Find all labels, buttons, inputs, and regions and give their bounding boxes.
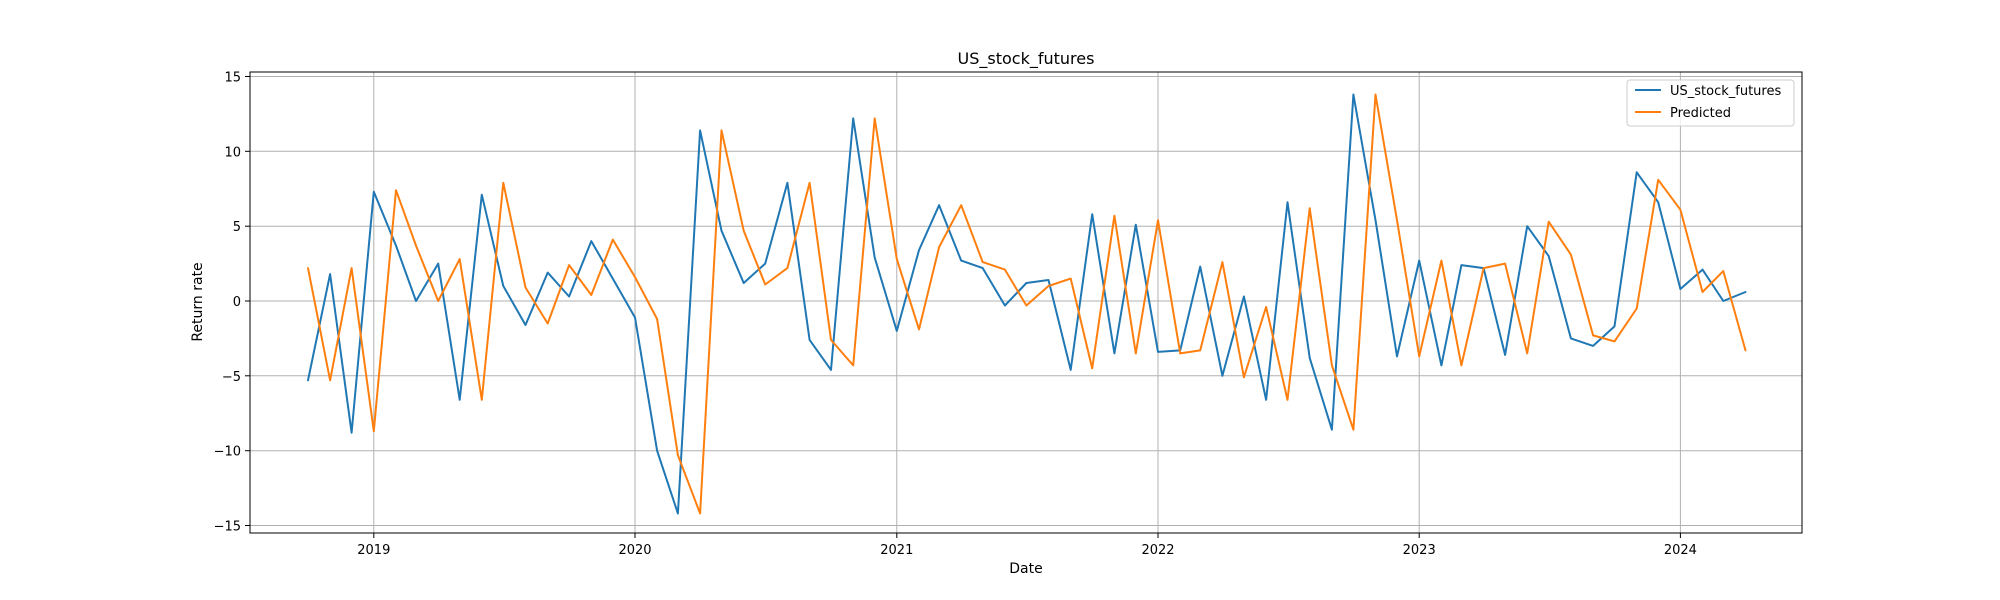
y-tick-label: −15 <box>214 520 241 535</box>
x-tick-label: 2019 <box>357 543 390 558</box>
series-lines <box>307 93 1747 515</box>
legend: US_stock_futures Predicted <box>1626 79 1795 127</box>
x-axis-title: Date <box>1009 561 1042 577</box>
y-tick-label: −10 <box>214 445 241 460</box>
y-tick-label: −5 <box>222 370 241 385</box>
series-line-0 <box>307 93 1747 515</box>
x-tick-label: 2023 <box>1403 543 1436 558</box>
x-tick-label: 2021 <box>880 543 913 558</box>
x-tick-label: 2020 <box>618 543 651 558</box>
legend-label-series-0: US_stock_futures <box>1670 84 1781 99</box>
x-tick-label: 2024 <box>1664 543 1697 558</box>
chart-title: US_stock_futures <box>958 49 1095 69</box>
legend-box <box>1626 79 1795 127</box>
plot-frame <box>249 71 1803 534</box>
y-tick-label: 15 <box>224 71 241 86</box>
axis-ticks: 2019 2020 2021 2022 2023 2024 −15 −10 −5 0 5 10 15 <box>214 71 1697 559</box>
y-tick-label: 5 <box>233 220 241 235</box>
y-axis-title: Return rate <box>190 262 206 341</box>
y-tick-label: 10 <box>224 145 241 160</box>
y-tick-label: 0 <box>233 295 241 310</box>
series-line-1 <box>307 93 1747 515</box>
x-tick-label: 2022 <box>1141 543 1174 558</box>
gridlines <box>250 72 1802 533</box>
legend-label-series-1: Predicted <box>1670 106 1731 121</box>
